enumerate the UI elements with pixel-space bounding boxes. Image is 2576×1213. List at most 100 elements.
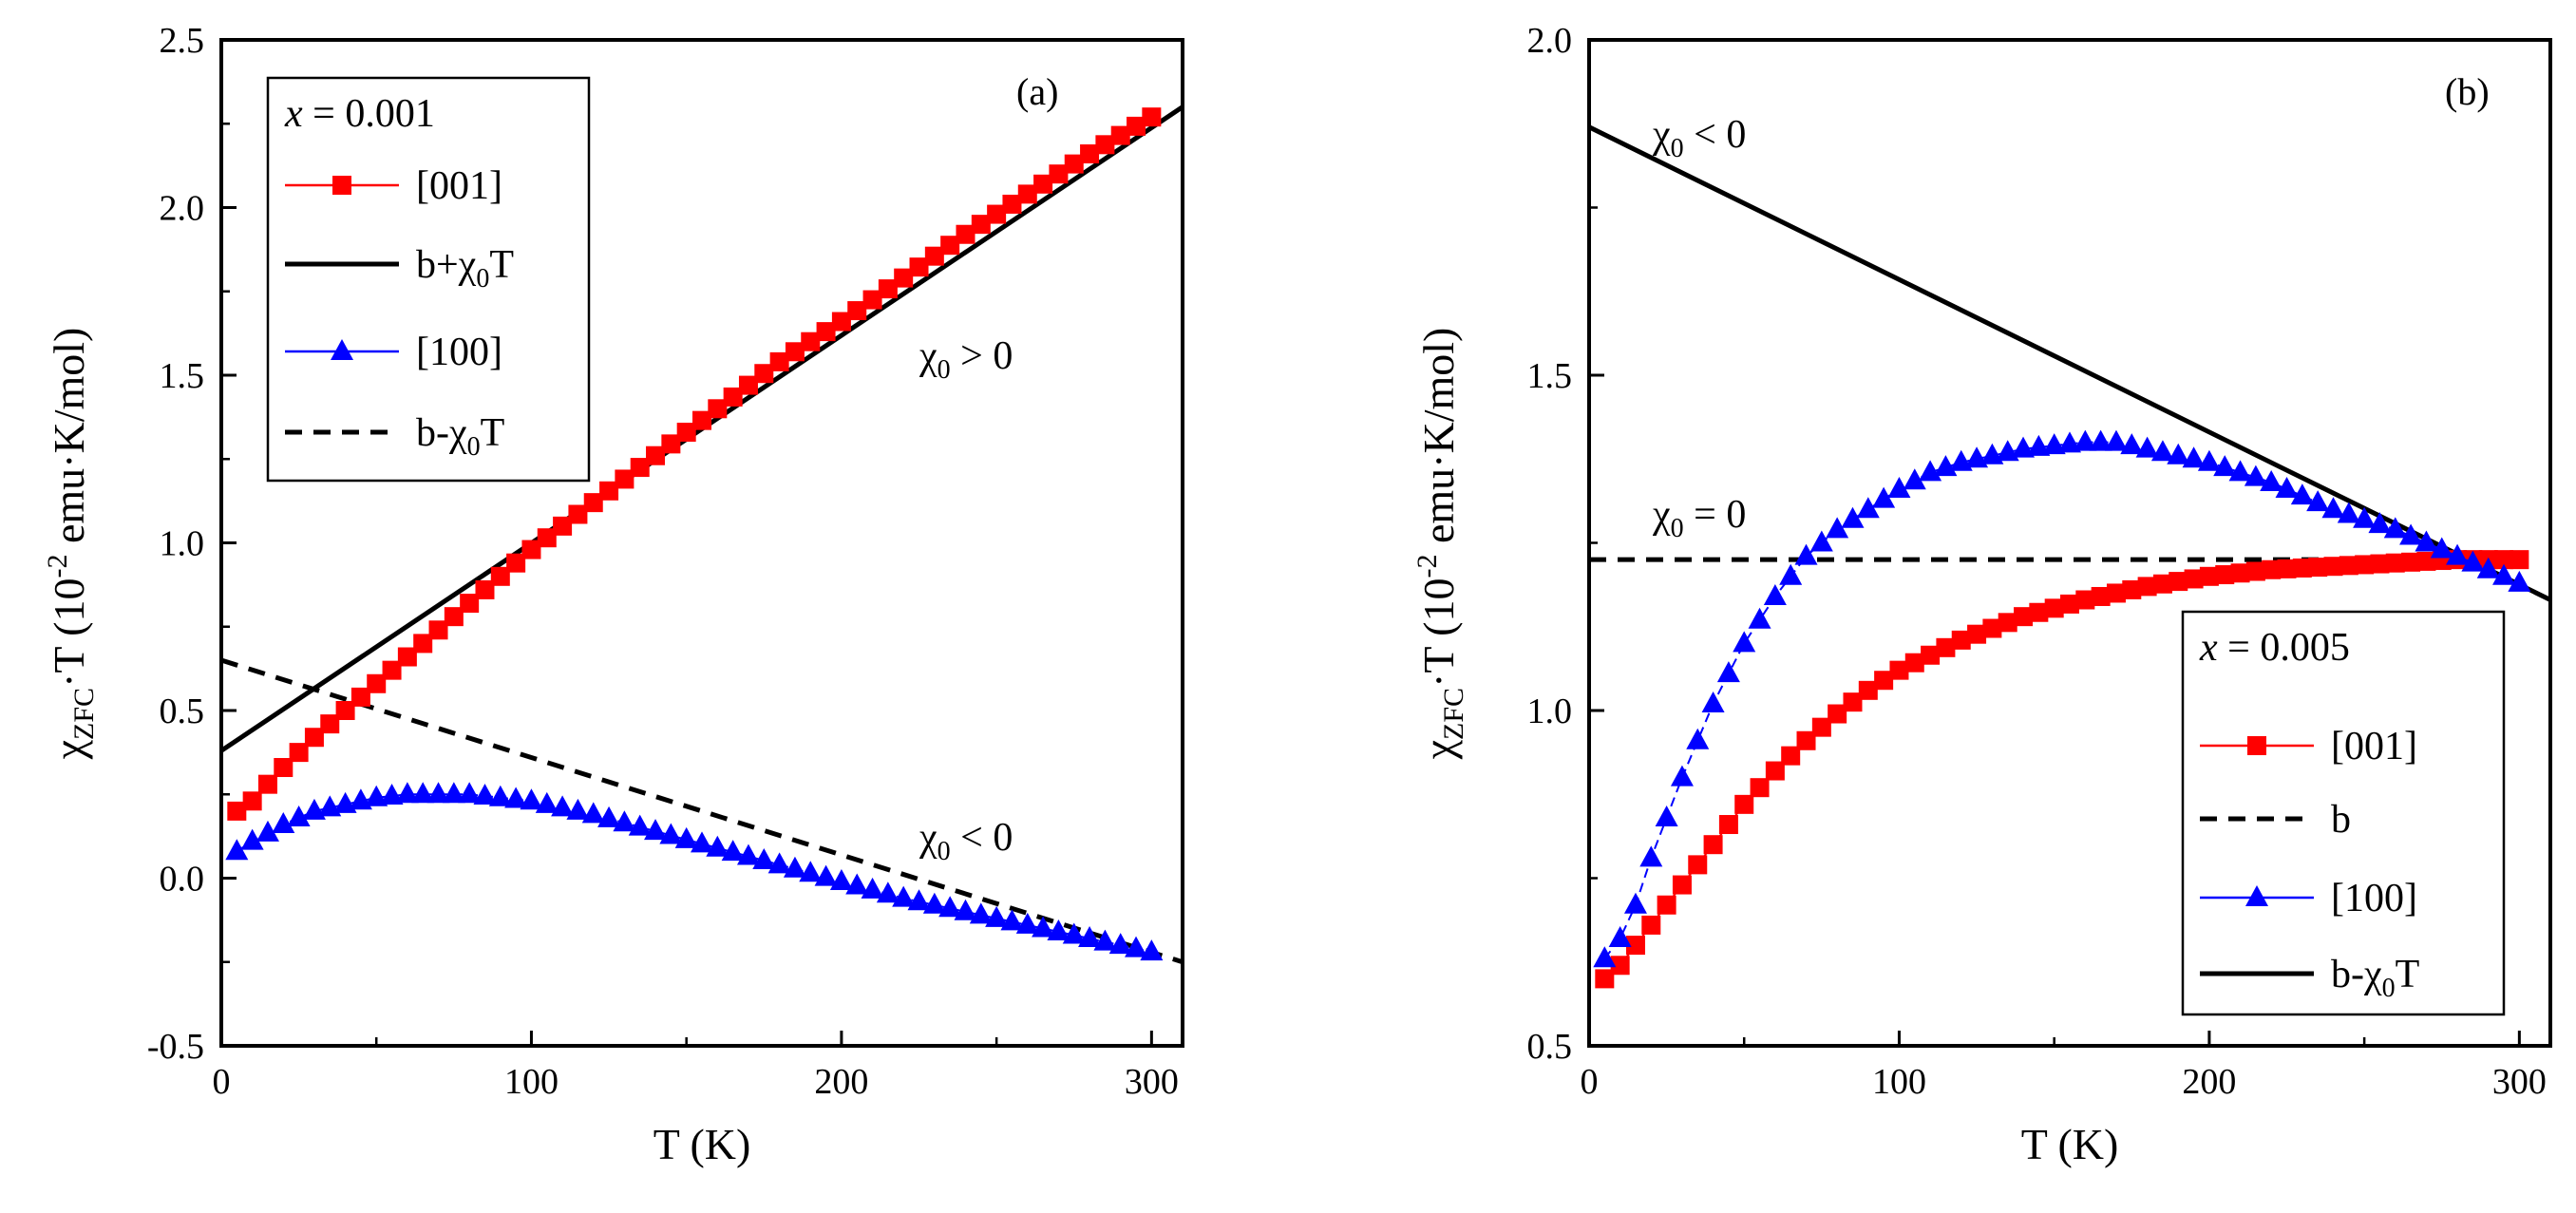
- panel-b-point-square: [2245, 561, 2265, 581]
- panel-a-point-triangle: [581, 802, 605, 824]
- panel-a-point-triangle: [473, 784, 497, 806]
- panel-b-point-square: [1904, 653, 1924, 673]
- panel-a-x-axis-label: T (K): [653, 1120, 751, 1168]
- panel-b-point-triangle: [1701, 691, 1725, 712]
- panel-b-point-square: [1967, 624, 1987, 644]
- panel-a-point-triangle: [365, 785, 388, 806]
- panel-b-point-square: [2044, 598, 2064, 618]
- panel-b-point-square: [1858, 680, 1878, 700]
- panel-a-frame: [219, 38, 1184, 1048]
- panel-a-point-square: [1142, 107, 1162, 127]
- panel-b-point-triangle: [2306, 490, 2330, 512]
- panel-b-point-triangle: [2508, 570, 2531, 592]
- panel-a-point-square: [862, 290, 882, 310]
- panel-a-point-square: [894, 268, 914, 288]
- panel-b-point-square: [1688, 855, 1708, 875]
- panel-a-point-square: [367, 673, 387, 693]
- panel-a-point-triangle: [613, 810, 636, 832]
- panel-a-point-square: [754, 364, 774, 384]
- panel-b-point-triangle: [2244, 464, 2267, 486]
- panel-b-frame: [1587, 38, 2552, 1048]
- panel-b-y-tick-label: 2.0: [1527, 21, 1573, 61]
- panel-a-point-square: [289, 743, 309, 763]
- panel-b-point-square: [1781, 746, 1801, 766]
- panel-a-point-square: [382, 660, 402, 680]
- panel-b-point-square: [1625, 936, 1645, 956]
- panel-a-y-tick-label: 2.0: [160, 189, 205, 229]
- panel-a-point-triangle: [954, 899, 977, 920]
- panel-b-point-triangle: [2368, 512, 2392, 534]
- panel-b-point-square: [1843, 692, 1863, 712]
- panel-b-point-triangle: [1608, 926, 1632, 948]
- panel-b-point-triangle: [2120, 433, 2144, 455]
- panel-a-point-square: [630, 458, 650, 478]
- panel-a-point-triangle: [535, 791, 559, 813]
- panel-b-legend-label-fit-minus: b-χ0T: [2331, 953, 2419, 1003]
- panel-a-point-square: [583, 493, 603, 513]
- panel-a-ticks: 0 100 200 300 -0.5 0.0 0.5 1.0 1.5 2.0 2.5: [147, 21, 1179, 1102]
- panel-b-point-triangle: [2492, 563, 2516, 585]
- panel-b-point-square: [2029, 602, 2049, 622]
- panel-b-point-square: [2122, 579, 2142, 599]
- panel-a-y-axis-label: χZFC·T (10-2 emu·K/mol): [42, 328, 100, 761]
- panel-b-point-triangle: [1779, 563, 1803, 585]
- panel-b-x-tick-label: 100: [1872, 1062, 1926, 1102]
- panel-a-point-square: [801, 332, 821, 351]
- panel-a-point-triangle: [225, 839, 249, 861]
- panel-b-legend-label-001: [001]: [2331, 725, 2417, 768]
- panel-b-point-square: [2510, 550, 2529, 570]
- panel-b-point-triangle: [1716, 661, 1740, 683]
- panel-a-point-triangle: [922, 892, 946, 914]
- panel-b-x-axis-label: T (K): [2021, 1120, 2119, 1168]
- panel-a-point-square: [1017, 184, 1037, 204]
- panel-b-point-triangle: [2275, 477, 2299, 499]
- panel-b-point-square: [1811, 717, 1831, 737]
- panel-b-point-square: [1998, 613, 2017, 633]
- panel-b-annotation-negative: χ0 < 0: [1652, 113, 1746, 163]
- panel-b-point-triangle: [2135, 436, 2159, 458]
- panel-b-point-square: [2401, 552, 2421, 572]
- panel-a-point-square: [537, 528, 557, 548]
- panel-b-point-triangle: [2027, 434, 2051, 456]
- panel-a-point-square: [1002, 194, 1022, 214]
- panel-b-point-square: [2385, 553, 2405, 573]
- panel-b-point-square: [2215, 565, 2235, 585]
- panel-b-y-tick-label: 1.5: [1527, 356, 1573, 396]
- panel-a-point-triangle: [566, 798, 590, 820]
- panel-b-point-triangle: [1639, 845, 1663, 867]
- panel-b-point-triangle: [1903, 468, 1926, 490]
- panel-a-point-square: [227, 801, 247, 821]
- panel-a-point-square: [847, 301, 867, 321]
- panel-b-point-triangle: [1733, 631, 1756, 653]
- panel-a-point-triangle: [1015, 912, 1039, 934]
- panel-b-point-square: [1641, 915, 1661, 935]
- panel-a-point-triangle: [829, 869, 853, 891]
- panel-b-label: (b): [2445, 70, 2490, 113]
- panel-b-point-square: [2494, 550, 2514, 570]
- panel-a-point-square: [521, 540, 541, 559]
- panel-b-point-triangle: [2042, 433, 2066, 455]
- panel-b-point-square: [2308, 558, 2328, 578]
- panel-b-point-square: [1936, 637, 1956, 657]
- panel-a-point-square: [1049, 164, 1069, 184]
- panel-b-point-triangle: [2167, 443, 2190, 464]
- panel-a-point-square: [568, 504, 588, 524]
- panel-a-point-square: [242, 791, 262, 811]
- panel-b-point-triangle: [2012, 436, 2036, 458]
- panel-a-data-series: [225, 107, 1164, 961]
- panel-b-point-triangle: [2415, 530, 2438, 552]
- panel-a-point-square: [661, 434, 681, 454]
- panel-a-point-triangle: [1125, 936, 1148, 957]
- panel-a-point-triangle: [551, 795, 575, 817]
- panel-b-point-triangle: [2089, 429, 2112, 451]
- panel-b-legend-label-100: [100]: [2331, 877, 2417, 920]
- panel-a-legend-label-fit-plus: b+χ0T: [416, 243, 514, 294]
- panel-a-legend: x = 0.001 [001] b+χ0T [100] b-χ0T: [266, 76, 591, 483]
- panel-b-point-square: [2199, 566, 2219, 586]
- panel-a-point-square: [428, 620, 448, 640]
- panel-a-point-triangle: [504, 787, 528, 808]
- panel-a: 0 100 200 300 -0.5 0.0 0.5 1.0 1.5 2.0 2.5 (a) x =…: [42, 21, 1184, 1168]
- panel-b-point-triangle: [1826, 517, 1849, 539]
- panel-b-point-square: [1951, 630, 1971, 650]
- panel-a-point-square: [257, 774, 277, 794]
